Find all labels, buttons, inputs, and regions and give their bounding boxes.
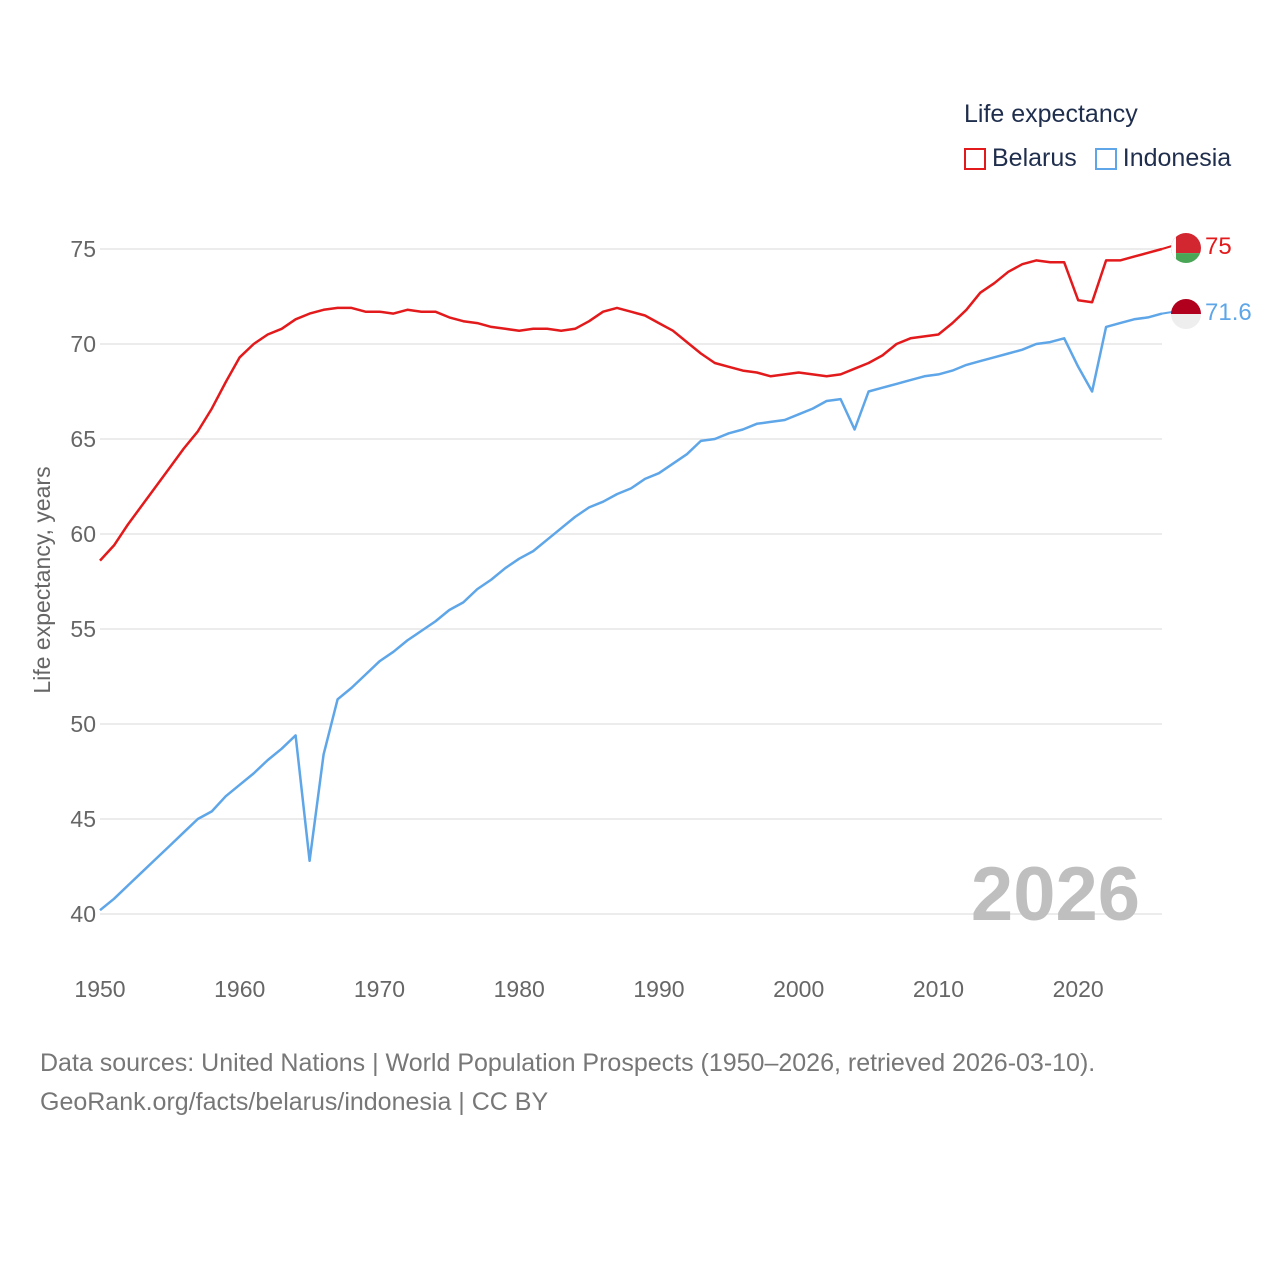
series-end-markers: 75 71.6 (1161, 233, 1252, 329)
x-tick-label-2020: 2020 (1053, 976, 1104, 1002)
y-tick-label-45: 45 (70, 806, 96, 832)
x-tick-label-1990: 1990 (633, 976, 684, 1002)
grid-lines (100, 248, 1162, 915)
year-watermark: 2026 (971, 852, 1140, 937)
legend-title: Life expectancy (964, 100, 1138, 128)
y-tick-label-50: 50 (70, 711, 96, 737)
x-tick-label-1960: 1960 (214, 976, 265, 1002)
flag-indonesia-icon (1171, 299, 1201, 329)
x-tick-label-1980: 1980 (494, 976, 545, 1002)
legend-item-indonesia[interactable]: Indonesia (1094, 144, 1232, 173)
legend-item-belarus[interactable]: Belarus (964, 144, 1077, 173)
y-tick-label-60: 60 (70, 521, 96, 547)
series-line-belarus (99, 247, 1163, 562)
legend-label-indonesia: Indonesia (1122, 144, 1232, 172)
end-value-label-belarus: 75 (1205, 233, 1232, 260)
legend-label-belarus: Belarus (992, 144, 1077, 172)
legend-swatch-belarus (964, 147, 986, 170)
x-axis-ticks: 1950 1960 1970 1980 1990 2000 2010 2020 (74, 976, 1103, 1002)
y-tick-label-40: 40 (70, 901, 96, 927)
series-line-indonesia (99, 312, 1163, 912)
y-axis-ticks: 40 45 50 55 60 65 70 75 (70, 236, 96, 927)
flag-belarus-icon (1171, 233, 1201, 263)
y-tick-label-55: 55 (70, 616, 96, 642)
end-connector-belarus (1161, 245, 1173, 250)
source-line: Data sources: United Nations | World Pop… (40, 1049, 1096, 1077)
y-tick-label-75: 75 (70, 236, 96, 262)
x-tick-label-1970: 1970 (354, 976, 405, 1002)
source-footer: Data sources: United Nations | World Pop… (40, 1044, 1095, 1122)
y-tick-label-70: 70 (70, 331, 96, 357)
y-tick-label-65: 65 (70, 426, 96, 452)
legend: Belarus Indonesia (964, 144, 1249, 173)
y-axis-title: Life expectancy, years (29, 466, 55, 693)
legend-swatch-indonesia (1094, 147, 1117, 170)
attribution-line[interactable]: GeoRank.org/facts/belarus/indonesia | CC… (40, 1088, 549, 1116)
x-tick-label-1950: 1950 (74, 976, 125, 1002)
end-value-label-indonesia: 71.6 (1205, 299, 1252, 326)
x-tick-label-2000: 2000 (773, 976, 824, 1002)
x-tick-label-2010: 2010 (913, 976, 964, 1002)
series-lines (99, 247, 1163, 912)
end-connector-indonesia (1161, 311, 1173, 315)
